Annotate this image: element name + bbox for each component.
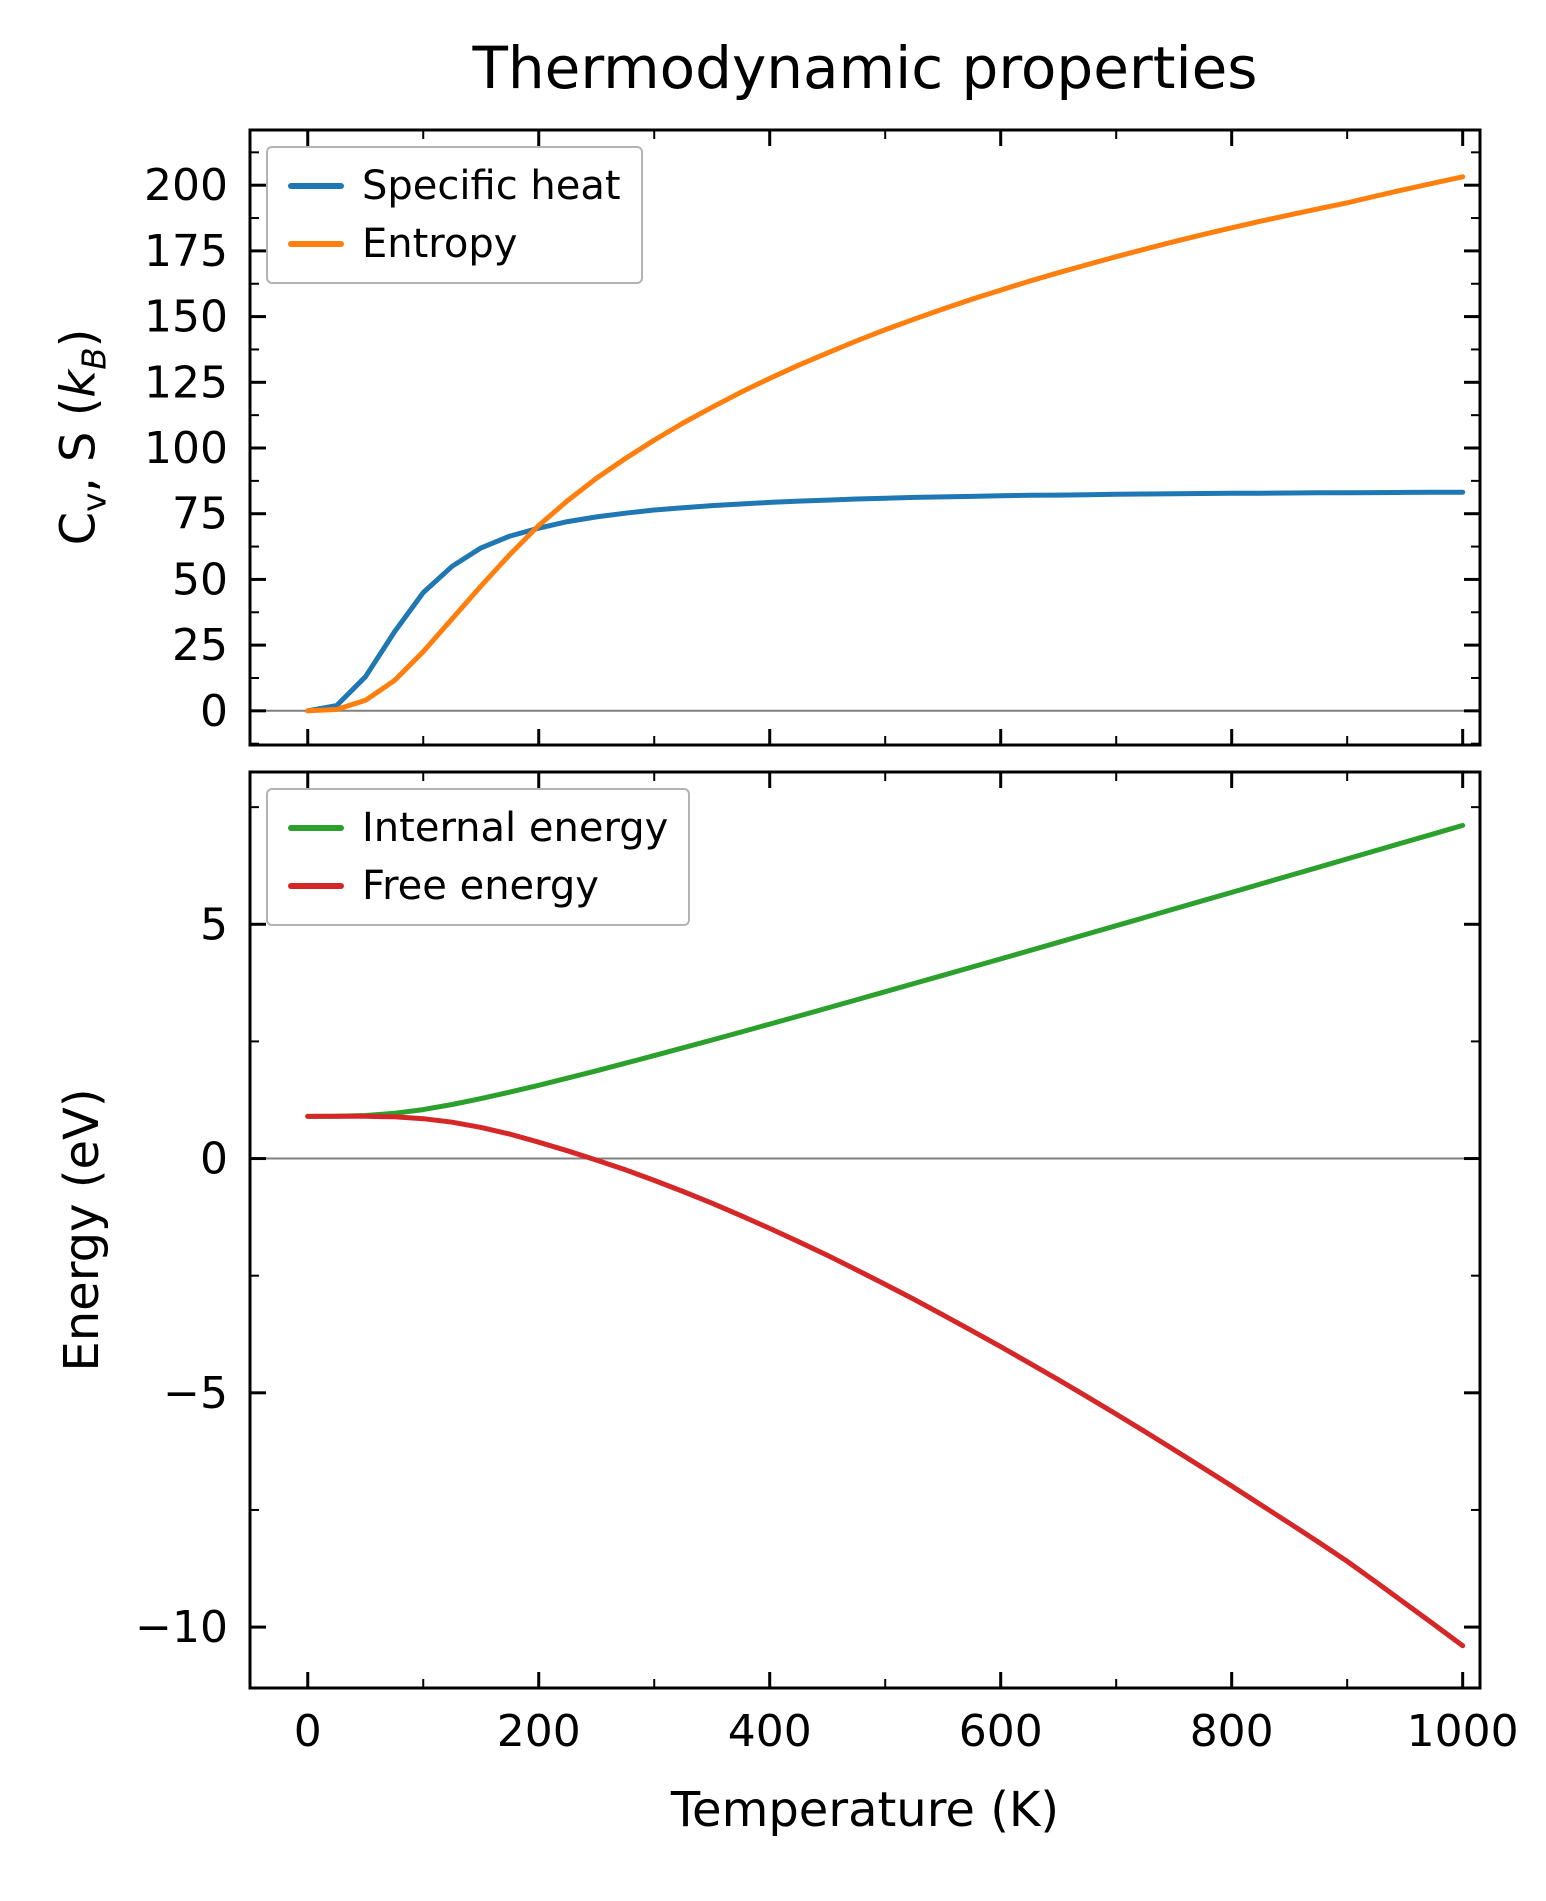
- svg-text:600: 600: [959, 1706, 1043, 1757]
- svg-text:800: 800: [1190, 1706, 1274, 1757]
- svg-text:1000: 1000: [1407, 1706, 1519, 1757]
- svg-text:200: 200: [497, 1706, 581, 1757]
- legend-bottom: Internal energy Free energy: [266, 788, 691, 926]
- svg-text:400: 400: [728, 1706, 812, 1757]
- ylabel-kb: kB: [50, 347, 114, 398]
- legend-label-specific-heat: Specific heat: [362, 163, 621, 209]
- bottom-y-axis-label: Energy (eV): [54, 1088, 110, 1372]
- x-axis-label: Temperature (K): [670, 1782, 1060, 1838]
- svg-text:75: 75: [172, 489, 228, 540]
- svg-text:0: 0: [294, 1706, 322, 1757]
- chart-title: Thermodynamic properties: [472, 34, 1258, 102]
- legend-item-entropy: Entropy: [288, 220, 621, 268]
- free-energy-line-swatch: [288, 883, 344, 889]
- legend-top: Specific heat Entropy: [266, 146, 643, 284]
- svg-text:175: 175: [144, 226, 228, 277]
- legend-label-free-energy: Free energy: [362, 863, 599, 909]
- svg-text:25: 25: [172, 620, 228, 671]
- ylabel-mid: , S (: [50, 397, 107, 493]
- legend-label-entropy: Entropy: [362, 221, 518, 267]
- svg-text:50: 50: [172, 554, 228, 605]
- ylabel-close: ): [50, 328, 107, 348]
- svg-text:−10: −10: [135, 1602, 228, 1653]
- legend-label-internal-energy: Internal energy: [362, 805, 669, 851]
- entropy-line-swatch: [288, 241, 344, 247]
- svg-text:0: 0: [200, 1134, 228, 1185]
- legend-item-specific-heat: Specific heat: [288, 162, 621, 210]
- svg-text:150: 150: [144, 292, 228, 343]
- svg-text:200: 200: [144, 160, 228, 211]
- internal-energy-line-swatch: [288, 825, 344, 831]
- legend-item-free-energy: Free energy: [288, 862, 668, 910]
- specific-heat-line-swatch: [288, 183, 344, 189]
- legend-item-internal-energy: Internal energy: [288, 804, 668, 852]
- ylabel-main: C: [50, 511, 107, 546]
- svg-text:100: 100: [144, 423, 228, 474]
- svg-text:0: 0: [200, 686, 228, 737]
- ylabel-main-sub: v: [75, 492, 114, 512]
- svg-text:−5: −5: [163, 1368, 228, 1419]
- svg-text:5: 5: [200, 899, 228, 950]
- svg-text:125: 125: [144, 357, 228, 408]
- top-y-axis-label: Cv, S (kB): [51, 329, 114, 546]
